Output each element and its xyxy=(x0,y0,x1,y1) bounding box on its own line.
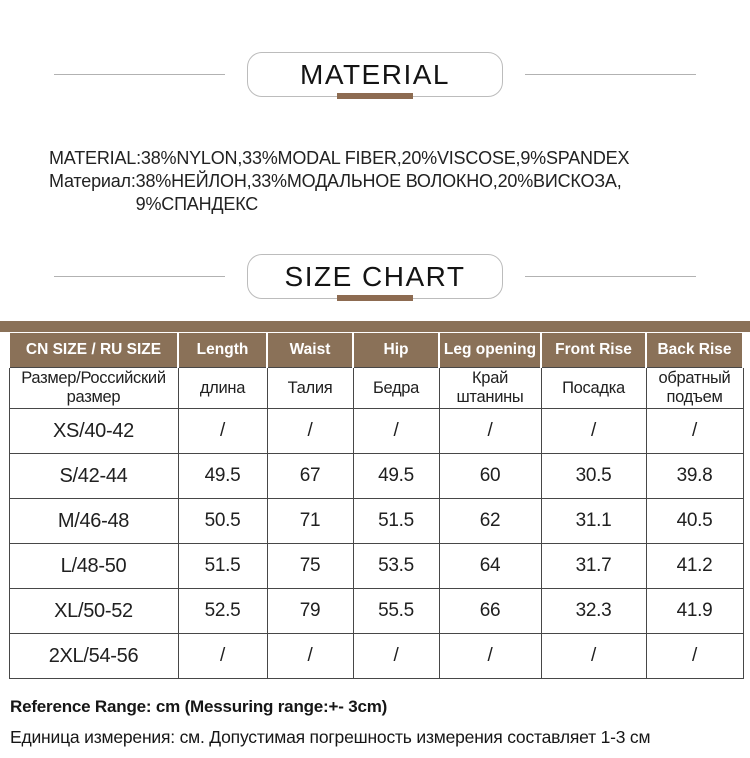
material-row-en: MATERIAL: 38%NYLON,33%MODAL FIBER,20%VISC… xyxy=(49,147,701,170)
column-header: Front Rise xyxy=(540,333,647,368)
column-header: CN SIZE / RU SIZE xyxy=(8,333,179,368)
measurement-cell: 67 xyxy=(266,453,354,499)
size-label-cell: S/42-44 xyxy=(8,453,179,499)
table-body: Размер/Российский размер длина Талия Бедра К… xyxy=(8,367,744,679)
divider-line-right xyxy=(525,276,696,277)
material-value-ru: 38%НЕЙЛОН,33%МОДАЛЬНОЕ ВОЛОКНО,20%ВИСКОЗ… xyxy=(135,171,622,214)
measurement-cell: 39.8 xyxy=(645,453,744,499)
measurement-cell: 60 xyxy=(438,453,542,499)
column-header-ru: Талия xyxy=(266,367,354,409)
material-heading-box: MATERIAL xyxy=(247,52,503,99)
measurement-cell: / xyxy=(540,408,647,454)
material-section-header: MATERIAL xyxy=(0,0,750,99)
reference-range-note-ru: Единица измерения: см. Допустимая погреш… xyxy=(10,727,651,747)
measurement-cell: 49.5 xyxy=(352,453,440,499)
material-value-en: 38%NYLON,33%MODAL FIBER,20%VISCOSE,9%SPA… xyxy=(140,148,630,168)
measurement-cell: / xyxy=(540,633,647,679)
measurement-cell: 31.1 xyxy=(540,498,647,544)
divider-line-right xyxy=(525,74,696,75)
size-label-cell: XL/50-52 xyxy=(8,588,179,634)
measurement-cell: / xyxy=(352,408,440,454)
column-header-ru: Посадка xyxy=(540,367,647,409)
column-header: Leg opening xyxy=(438,333,542,368)
measurement-cell: 53.5 xyxy=(352,543,440,589)
size-label-cell: 2XL/54-56 xyxy=(8,633,179,679)
size-chart-table: CN SIZE / RU SIZE Length Waist Hip Leg openi… xyxy=(8,333,744,679)
material-heading: MATERIAL xyxy=(300,58,450,90)
table-row: S/42-44 49.5 67 49.5 60 30.5 39.8 xyxy=(8,453,744,499)
measurement-cell: 64 xyxy=(438,543,542,589)
size-chart-heading: SIZE CHART xyxy=(284,260,466,292)
size-label-cell: XS/40-42 xyxy=(8,408,179,454)
measurement-cell: / xyxy=(438,408,542,454)
measurement-cell: 51.5 xyxy=(352,498,440,544)
table-header-row-en: CN SIZE / RU SIZE Length Waist Hip Leg openi… xyxy=(8,333,744,368)
measurement-cell: 79 xyxy=(266,588,354,634)
table-top-accent-bar xyxy=(0,321,750,332)
size-chart-section-header: SIZE CHART xyxy=(0,216,750,301)
measurement-cell: 41.9 xyxy=(645,588,744,634)
column-header-ru: Край штанины xyxy=(438,367,542,409)
heading-underline-bar xyxy=(337,295,413,301)
table-header-row-ru: Размер/Российский размер длина Талия Бедра К… xyxy=(8,367,744,409)
column-header-ru: Бедра xyxy=(352,367,440,409)
measurement-cell: / xyxy=(177,408,268,454)
material-row-ru: Материал: 38%НЕЙЛОН,33%МОДАЛЬНОЕ ВОЛОКНО,… xyxy=(49,170,701,216)
measurement-cell: 66 xyxy=(438,588,542,634)
measurement-cell: 31.7 xyxy=(540,543,647,589)
material-label-ru: Материал: xyxy=(49,171,136,191)
column-header-ru: длина xyxy=(177,367,268,409)
measurement-cell: / xyxy=(177,633,268,679)
measurement-notes: Reference Range: cm (Messuring range:+- … xyxy=(10,697,740,748)
measurement-cell: / xyxy=(266,408,354,454)
column-header: Length xyxy=(177,333,268,368)
measurement-cell: 50.5 xyxy=(177,498,268,544)
column-header: Hip xyxy=(352,333,440,368)
size-chart-heading-box: SIZE CHART xyxy=(247,254,503,301)
column-header-ru: Размер/Российский размер xyxy=(8,367,179,409)
divider-line-left xyxy=(54,74,225,75)
measurement-cell: 32.3 xyxy=(540,588,647,634)
measurement-cell: / xyxy=(645,633,744,679)
table-row: M/46-48 50.5 71 51.5 62 31.1 40.5 xyxy=(8,498,744,544)
measurement-cell: 40.5 xyxy=(645,498,744,544)
material-label-en: MATERIAL: xyxy=(49,148,141,168)
measurement-cell: 75 xyxy=(266,543,354,589)
divider-line-left xyxy=(54,276,225,277)
measurement-cell: 51.5 xyxy=(177,543,268,589)
material-composition-block: MATERIAL: 38%NYLON,33%MODAL FIBER,20%VISC… xyxy=(49,147,701,216)
measurement-cell: / xyxy=(645,408,744,454)
measurement-cell: / xyxy=(266,633,354,679)
table-row: 2XL/54-56// / / / / xyxy=(8,633,744,679)
reference-range-note-en: Reference Range: cm (Messuring range:+- … xyxy=(10,697,388,716)
column-header: Waist xyxy=(266,333,354,368)
table-row: XS/40-42// / / / / xyxy=(8,408,744,454)
heading-underline-bar xyxy=(337,93,413,99)
table-row: L/48-50 51.5 75 53.5 64 31.7 41.2 xyxy=(8,543,744,589)
measurement-cell: 55.5 xyxy=(352,588,440,634)
measurement-cell: 62 xyxy=(438,498,542,544)
measurement-cell: 30.5 xyxy=(540,453,647,499)
measurement-cell: 52.5 xyxy=(177,588,268,634)
measurement-cell: 41.2 xyxy=(645,543,744,589)
size-label-cell: L/48-50 xyxy=(8,543,179,589)
measurement-cell: / xyxy=(438,633,542,679)
column-header: Back Rise xyxy=(645,333,744,368)
column-header-ru: обратный подъем xyxy=(645,367,744,409)
table-row: XL/50-52 52.5 79 55.5 66 32.3 41.9 xyxy=(8,588,744,634)
measurement-cell: 71 xyxy=(266,498,354,544)
table-head: CN SIZE / RU SIZE Length Waist Hip Leg openi… xyxy=(8,333,744,368)
measurement-cell: 49.5 xyxy=(177,453,268,499)
measurement-cell: / xyxy=(352,633,440,679)
size-label-cell: M/46-48 xyxy=(8,498,179,544)
